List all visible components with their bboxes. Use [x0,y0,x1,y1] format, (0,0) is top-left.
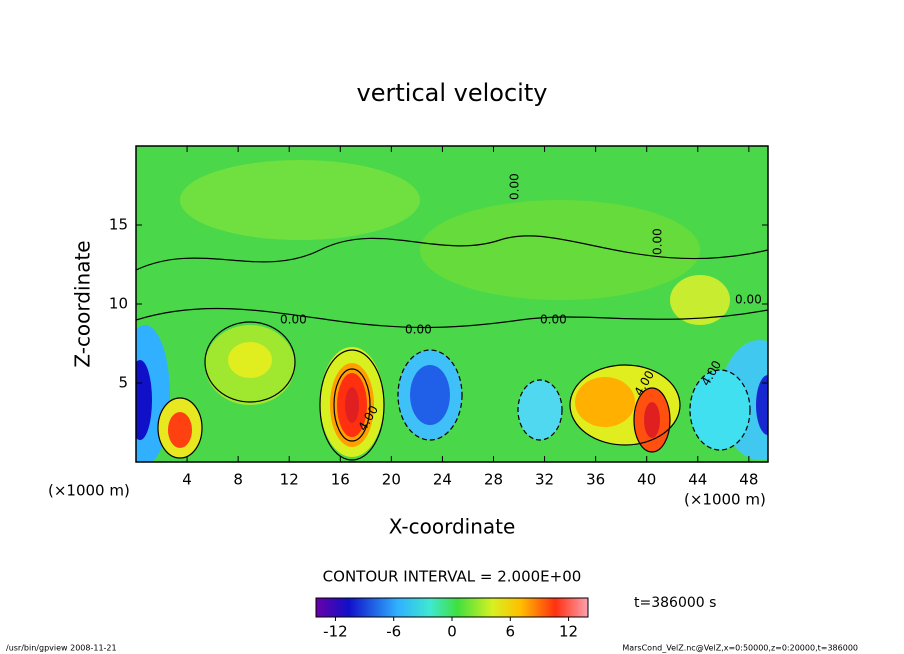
x-tick-label: 8 [233,471,243,489]
contour-label: 0.00 [735,293,762,307]
colorbar-tick-label: 0 [447,623,457,641]
colorbar [315,597,589,618]
contour-label: 0.00 [280,313,307,327]
y-tick-label: 5 [118,374,128,392]
field [136,146,768,462]
x-tick-label: 24 [433,471,452,489]
x-tick-label: 20 [382,471,401,489]
colorbar-tick-label: 12 [559,623,578,641]
x-tick-label: 16 [331,471,350,489]
contour-label: 0.00 [540,313,567,327]
x-tick-label: 44 [688,471,707,489]
x-tick-label: 32 [535,471,554,489]
contour-label: 0.00 [651,228,665,255]
contour-interval: CONTOUR INTERVAL = 2.000E+00 [323,568,582,586]
y-axis-title: Z-coordinate [71,240,95,367]
colorbar-tick-label: -6 [386,623,401,641]
footer-right: MarsCond_VelZ.nc@VelZ,x=0:50000,z=0:2000… [622,644,858,653]
x-tick-label: 40 [637,471,656,489]
colorbar-tick-label: 6 [506,623,516,641]
chart-title: vertical velocity [357,79,548,107]
y-tick-label: 10 [109,295,128,313]
time-label: t=386000 s [634,595,716,611]
x-tick-label: 12 [280,471,299,489]
x-tick-label: 36 [586,471,605,489]
y-tick-label: 15 [109,216,128,234]
colorbar-tick-label: -12 [323,623,348,641]
x-unit: (×1000 m) [684,491,766,509]
footer-left: /usr/bin/gpview 2008-11-21 [6,644,117,653]
contour-label: 0.00 [508,173,522,200]
x-tick-label: 28 [484,471,503,489]
x-tick-label: 4 [182,471,192,489]
x-tick-label: 48 [739,471,758,489]
contour-label: 0.00 [405,323,432,337]
x-axis-title: X-coordinate [389,515,516,539]
x-unit: (×1000 m) [48,482,130,500]
